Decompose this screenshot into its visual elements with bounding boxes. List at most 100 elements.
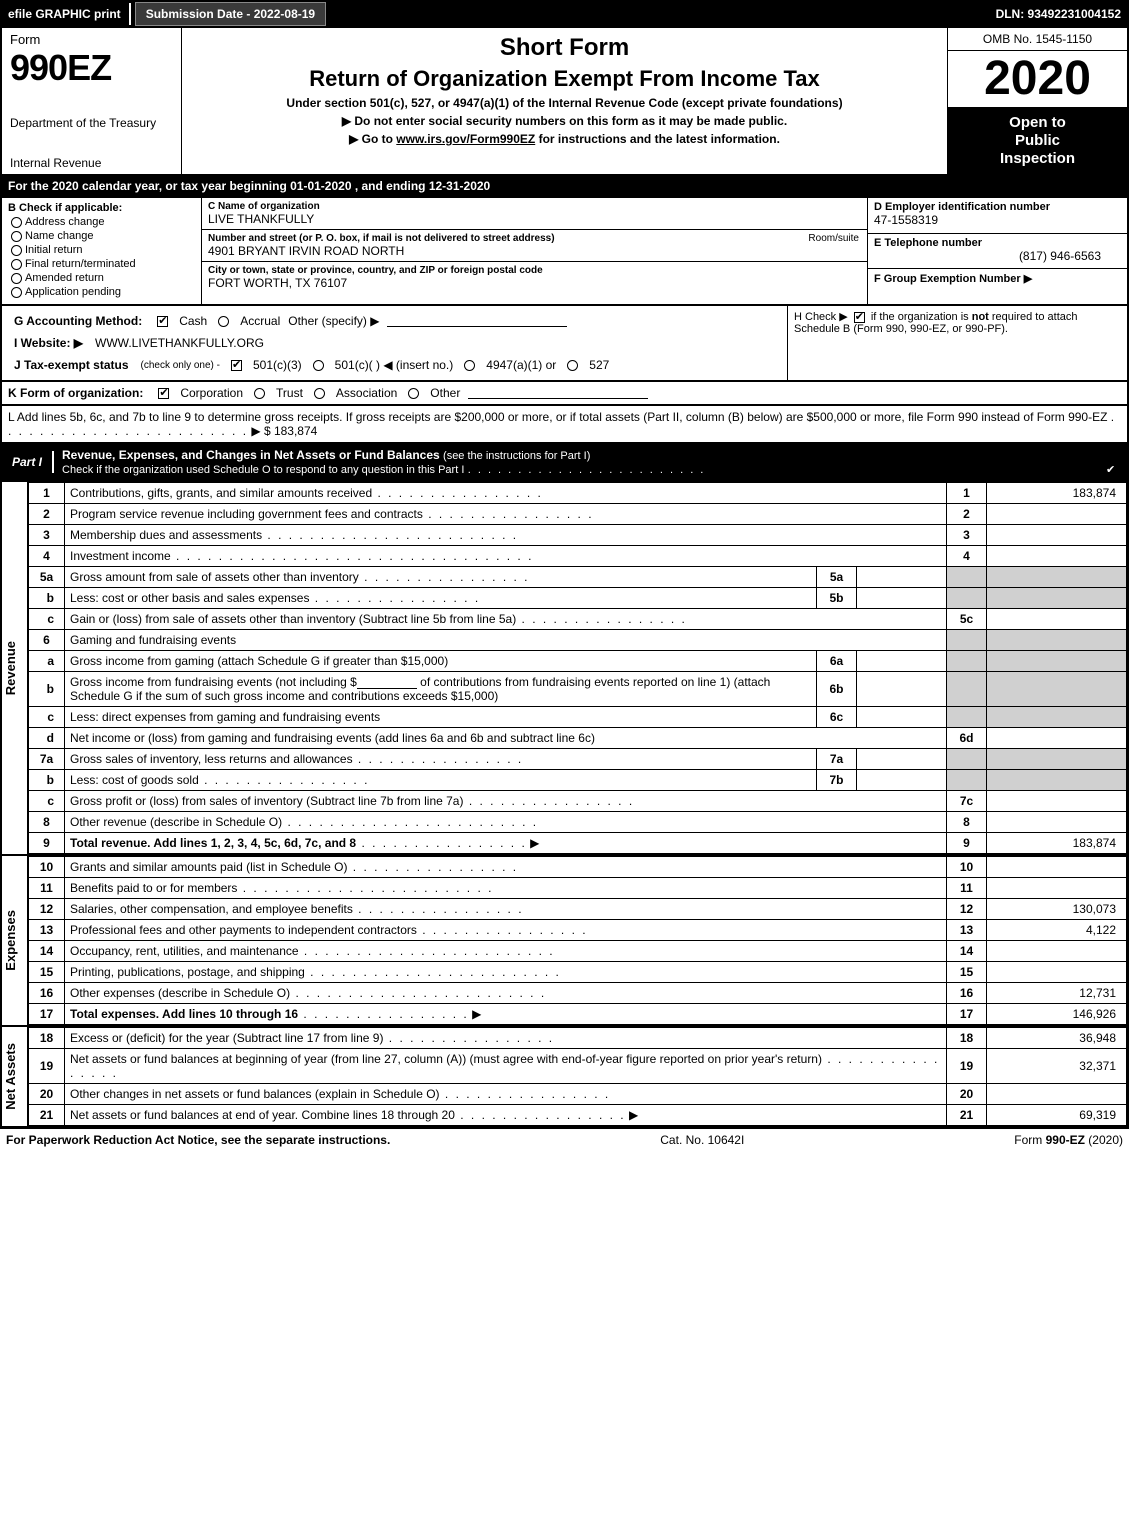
check-amended-return[interactable]: Amended return [8, 272, 195, 284]
j-501c-checkbox[interactable] [313, 360, 324, 371]
line-5a-num: 5a [29, 567, 65, 588]
line-12-box: 12 [947, 899, 987, 920]
k-other-checkbox[interactable] [408, 388, 419, 399]
line-6c-amount [987, 707, 1127, 728]
line-3-amount [987, 525, 1127, 546]
line-10-desc: Grants and similar amounts paid (list in… [65, 857, 947, 878]
line-14-num: 14 [29, 941, 65, 962]
city-row: City or town, state or province, country… [202, 262, 867, 293]
line-6b-contrib-input[interactable] [357, 677, 417, 689]
line-7a-desc: Gross sales of inventory, less returns a… [65, 749, 817, 770]
line-6b-iamt [857, 672, 947, 707]
irs-link[interactable]: www.irs.gov/Form990EZ [396, 132, 535, 146]
j-4947-checkbox[interactable] [464, 360, 475, 371]
j-label: J Tax-exempt status [14, 358, 129, 372]
line-6b-amount [987, 672, 1127, 707]
line-8-amount [987, 812, 1127, 833]
line-14-amount [987, 941, 1127, 962]
line-4-amount [987, 546, 1127, 567]
k-trust-checkbox[interactable] [254, 388, 265, 399]
expenses-side-label-cell: Expenses [2, 856, 28, 1025]
line-13-desc: Professional fees and other payments to … [65, 920, 947, 941]
accounting-cash-checkbox[interactable] [157, 316, 168, 327]
check-application-pending[interactable]: Application pending [8, 286, 195, 298]
line-5a-ibox: 5a [817, 567, 857, 588]
line-10-box: 10 [947, 857, 987, 878]
line-11-num: 11 [29, 878, 65, 899]
efile-print-button[interactable]: efile GRAPHIC print [0, 3, 131, 25]
line-7a-box [947, 749, 987, 770]
room-suite-label: Room/suite [808, 233, 859, 244]
line-17-desc: Total expenses. Add lines 10 through 16 … [65, 1004, 947, 1025]
line-20: 20 Other changes in net assets or fund b… [29, 1084, 1127, 1105]
line-16-amount: 12,731 [987, 983, 1127, 1004]
line-6c-num: c [29, 707, 65, 728]
k-assoc-checkbox[interactable] [314, 388, 325, 399]
line-5b: b Less: cost or other basis and sales ex… [29, 588, 1127, 609]
check-initial-return[interactable]: Initial return [8, 244, 195, 256]
short-form-title: Short Form [192, 34, 937, 62]
k-corp-checkbox[interactable] [158, 388, 169, 399]
line-17-box: 17 [947, 1004, 987, 1025]
net-assets-side-label: Net Assets [3, 1043, 27, 1110]
k-corp: Corporation [180, 386, 243, 400]
line-17-num: 17 [29, 1004, 65, 1025]
line-10: 10 Grants and similar amounts paid (list… [29, 857, 1127, 878]
form-header: Form 990EZ Department of the Treasury In… [0, 28, 1129, 176]
header-center: Short Form Return of Organization Exempt… [182, 28, 947, 174]
line-3-desc: Membership dues and assessments [65, 525, 947, 546]
check-address-change[interactable]: Address change [8, 216, 195, 228]
line-17: 17 Total expenses. Add lines 10 through … [29, 1004, 1127, 1025]
dln-box: DLN: 93492231004152 [988, 3, 1129, 25]
line-6a-desc: Gross income from gaming (attach Schedul… [65, 651, 817, 672]
line-13: 13 Professional fees and other payments … [29, 920, 1127, 941]
public-text: Public [952, 132, 1123, 150]
line-7c-box: 7c [947, 791, 987, 812]
check-name-change[interactable]: Name change [8, 230, 195, 242]
part-1-schedule-o-checkbox[interactable] [1105, 465, 1116, 476]
top-bar: efile GRAPHIC print Submission Date - 20… [0, 0, 1129, 28]
line-5b-desc: Less: cost or other basis and sales expe… [65, 588, 817, 609]
line-5a-iamt [857, 567, 947, 588]
inspection-text: Inspection [952, 150, 1123, 168]
g-other-input[interactable] [387, 315, 567, 327]
line-6b-box [947, 672, 987, 707]
line-12-amount: 130,073 [987, 899, 1127, 920]
line-6b-ibox: 6b [817, 672, 857, 707]
line-1-num: 1 [29, 483, 65, 504]
section-b: B Check if applicable: Address change Na… [2, 198, 202, 304]
dept-irs: Internal Revenue [10, 156, 173, 170]
line-5a-box [947, 567, 987, 588]
check-final-return[interactable]: Final return/terminated [8, 258, 195, 270]
line-6a-iamt [857, 651, 947, 672]
part-1-title-wrap: Revenue, Expenses, and Changes in Net As… [54, 444, 1127, 480]
accounting-accrual-checkbox[interactable] [218, 316, 229, 327]
line-15-num: 15 [29, 962, 65, 983]
line-4-desc: Investment income [65, 546, 947, 567]
line-19-box: 19 [947, 1049, 987, 1084]
revenue-side-label-cell: Revenue [2, 482, 28, 854]
phone-row: E Telephone number (817) 946-6563 [868, 234, 1127, 270]
line-6d: d Net income or (loss) from gaming and f… [29, 728, 1127, 749]
line-18-amount: 36,948 [987, 1028, 1127, 1049]
k-other-input[interactable] [468, 387, 648, 399]
h-text2: if the organization is [871, 311, 972, 323]
line-2-amount [987, 504, 1127, 525]
line-8-box: 8 [947, 812, 987, 833]
website-value: WWW.LIVETHANKFULLY.ORG [95, 336, 264, 350]
j-4947: 4947(a)(1) or [486, 358, 556, 372]
revenue-section: Revenue 1 Contributions, gifts, grants, … [0, 482, 1129, 856]
net-assets-side-label-cell: Net Assets [2, 1027, 28, 1126]
line-15-box: 15 [947, 962, 987, 983]
line-19-desc: Net assets or fund balances at beginning… [65, 1049, 947, 1084]
line-4: 4 Investment income 4 [29, 546, 1127, 567]
net-assets-section: Net Assets 18 Excess or (deficit) for th… [0, 1027, 1129, 1128]
goto-instructions: ▶ Go to www.irs.gov/Form990EZ for instru… [192, 132, 937, 146]
k-assoc: Association [336, 386, 397, 400]
phone-value: (817) 946-6563 [874, 249, 1121, 263]
line-7c-desc: Gross profit or (loss) from sales of inv… [65, 791, 947, 812]
j-501c3-checkbox[interactable] [231, 360, 242, 371]
j-527-checkbox[interactable] [567, 360, 578, 371]
h-checkbox[interactable] [854, 312, 865, 323]
ein-label: D Employer identification number [874, 201, 1121, 213]
